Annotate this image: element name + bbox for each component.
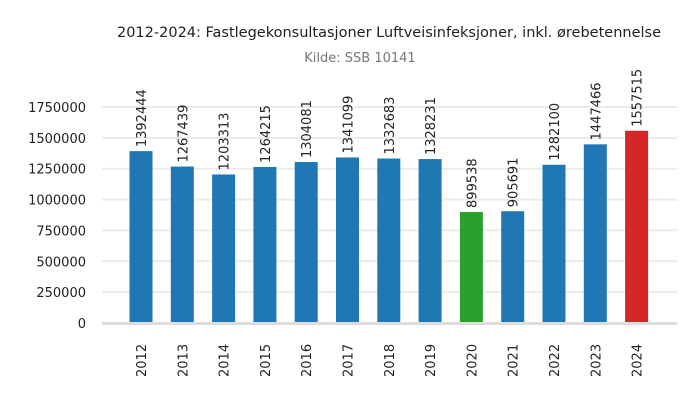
x-tick-label: 2021	[507, 344, 522, 377]
data-label: 1203313	[218, 113, 233, 171]
bar-2013	[170, 166, 194, 323]
y-tick-label: 250000	[36, 286, 86, 301]
bar-2024	[625, 130, 649, 323]
data-label: 1392444	[135, 89, 150, 147]
bar-2016	[294, 162, 318, 323]
data-label: 1557515	[631, 69, 646, 127]
bar-2019	[418, 159, 442, 323]
x-tick-label: 2022	[548, 344, 563, 377]
data-label: 905691	[507, 158, 522, 208]
y-tick-label: 1500000	[28, 132, 86, 147]
bar-2018	[377, 158, 401, 323]
bar-2023	[583, 144, 607, 323]
chart-subtitle: Kilde: SSB 10141	[304, 51, 415, 66]
y-tick-label: 1250000	[28, 163, 86, 178]
chart-title: 2012-2024: Fastlegekonsultasjoner Luftve…	[117, 25, 661, 41]
x-tick-label: 2017	[342, 344, 357, 377]
bar-2014	[212, 174, 236, 323]
bar-2021	[501, 211, 525, 323]
bar-2017	[336, 157, 359, 323]
bar-2015	[253, 166, 277, 323]
data-label: 1282100	[548, 103, 563, 161]
data-label: 1267439	[176, 105, 191, 163]
data-label: 899538	[465, 158, 480, 208]
x-tick-label: 2020	[465, 344, 480, 377]
data-label: 1264215	[259, 105, 274, 163]
x-tick-label: 2014	[218, 344, 233, 377]
x-tick-label: 2016	[300, 344, 315, 377]
bar-2022	[542, 164, 566, 323]
x-tick-label: 2024	[631, 344, 646, 377]
x-tick-label: 2012	[135, 344, 150, 377]
bar-2020	[459, 211, 483, 323]
x-tick-label: 2018	[383, 344, 398, 377]
bar-2012	[129, 151, 153, 323]
y-tick-label: 1000000	[28, 194, 86, 209]
y-tick-label: 750000	[36, 224, 86, 239]
x-tick-label: 2013	[176, 344, 191, 377]
data-label: 1447466	[589, 82, 604, 140]
data-label: 1304081	[300, 100, 315, 158]
data-label: 1332683	[383, 97, 398, 155]
y-tick-label: 0	[78, 317, 86, 332]
x-tick-label: 2023	[589, 344, 604, 377]
data-label: 1341099	[342, 96, 357, 154]
x-tick-label: 2019	[424, 344, 439, 377]
x-tick-label: 2015	[259, 344, 274, 377]
data-label: 1328231	[424, 97, 439, 155]
y-tick-label: 1750000	[28, 101, 86, 116]
y-tick-label: 500000	[36, 255, 86, 270]
